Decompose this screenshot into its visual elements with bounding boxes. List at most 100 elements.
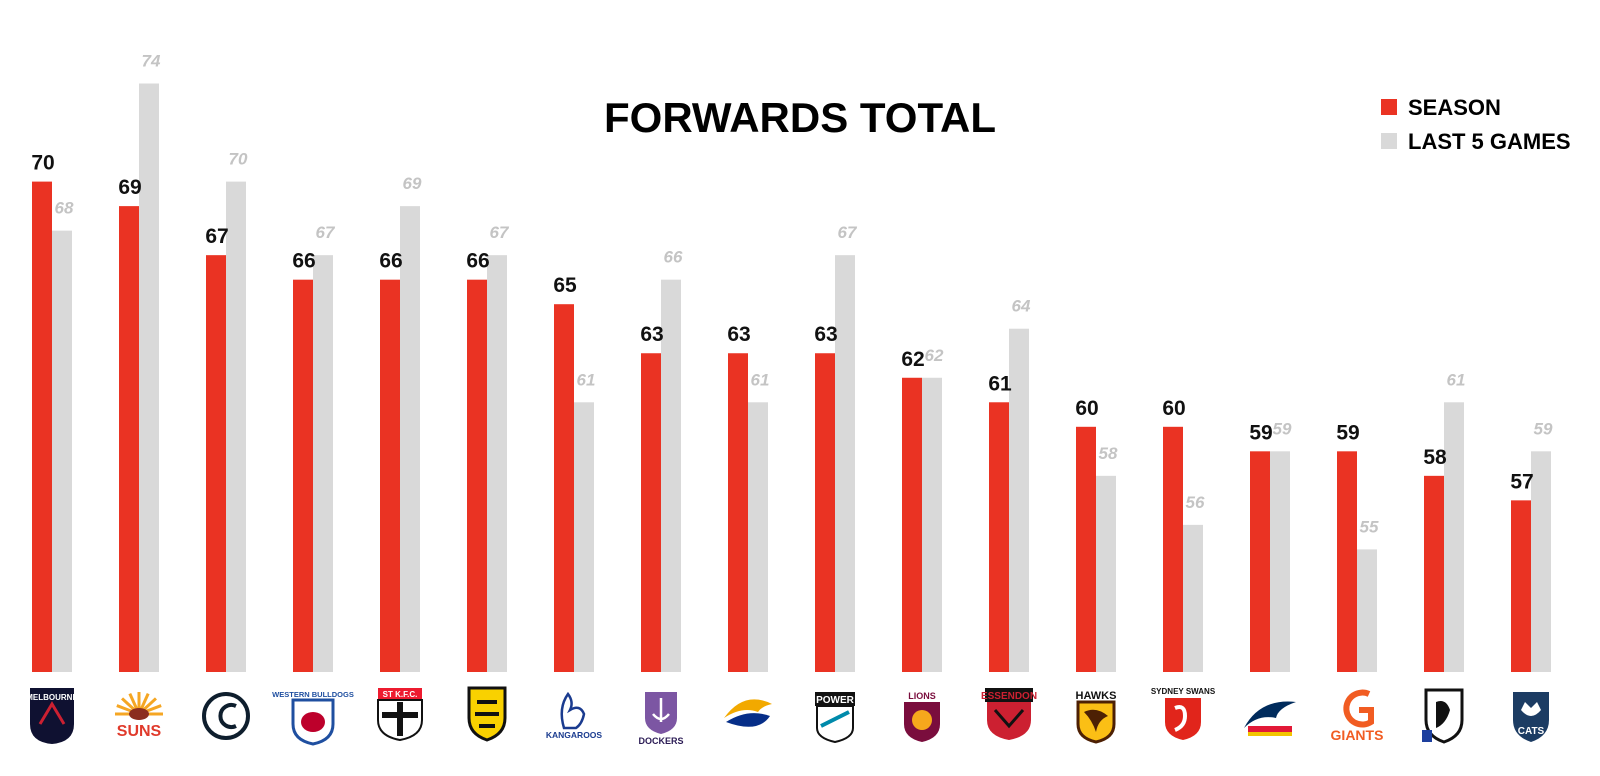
label-season-4: 66 xyxy=(379,250,402,273)
label-season-17: 57 xyxy=(1510,470,1533,493)
bar-season-11 xyxy=(989,402,1009,672)
label-season-15: 59 xyxy=(1336,421,1359,444)
logo-text-9: POWER xyxy=(816,695,855,706)
bar-season-13 xyxy=(1163,426,1183,672)
bar-season-2 xyxy=(206,255,226,672)
st-kilda-logo: ST K.F.C. xyxy=(377,688,423,742)
logo-text-12: HAWKS xyxy=(1076,690,1117,702)
bar-season-17 xyxy=(1511,500,1531,672)
bar-season-7 xyxy=(641,353,661,672)
label-last5-2: 70 xyxy=(229,150,248,169)
geelong-cats-logo: CATS xyxy=(1513,692,1549,742)
bar-last5-1 xyxy=(139,83,159,672)
label-season-0: 70 xyxy=(31,152,54,175)
melbourne-demons-logo: MELBOURNE xyxy=(26,688,78,744)
bar-last5-10 xyxy=(922,377,942,672)
label-last5-13: 56 xyxy=(1186,493,1205,512)
bar-season-6 xyxy=(554,304,574,672)
label-last5-16: 61 xyxy=(1447,370,1466,389)
logo-text-6: KANGAROOS xyxy=(546,730,603,740)
label-season-11: 61 xyxy=(988,372,1012,395)
logo-text-13: SYDNEY SWANS xyxy=(1151,687,1216,696)
bar-last5-13 xyxy=(1183,524,1203,672)
label-last5-3: 67 xyxy=(316,223,336,242)
label-season-10: 62 xyxy=(901,348,924,371)
logo-text-11: ESSENDON xyxy=(981,691,1037,702)
bar-season-4 xyxy=(380,279,400,672)
bar-season-9 xyxy=(815,353,835,672)
label-last5-17: 59 xyxy=(1534,419,1553,438)
bar-last5-6 xyxy=(574,402,594,672)
label-season-8: 63 xyxy=(727,323,750,346)
value-labels: 7068697467706667666966676561636663616367… xyxy=(31,52,1553,537)
gold-coast-suns-logo: SUNS xyxy=(115,692,163,740)
label-season-14: 59 xyxy=(1249,421,1272,444)
logo-text-1: SUNS xyxy=(117,723,162,740)
port-adelaide-power-logo: POWER xyxy=(815,692,855,744)
bar-season-5 xyxy=(467,279,487,672)
bar-last5-11 xyxy=(1009,328,1029,672)
bar-season-1 xyxy=(119,206,139,672)
richmond-tigers-logo xyxy=(467,686,507,742)
label-last5-5: 67 xyxy=(490,223,510,242)
label-last5-10: 62 xyxy=(925,346,944,365)
bar-season-15 xyxy=(1337,451,1357,672)
chart-title: FORWARDS TOTAL xyxy=(604,94,996,141)
label-last5-15: 55 xyxy=(1360,517,1379,536)
label-last5-6: 61 xyxy=(577,370,596,389)
essendon-logo: ESSENDON xyxy=(981,688,1037,740)
bar-last5-14 xyxy=(1270,451,1290,672)
bar-season-8 xyxy=(728,353,748,672)
bar-season-14 xyxy=(1250,451,1270,672)
label-season-1: 69 xyxy=(118,176,141,199)
bar-last5-0 xyxy=(52,230,72,672)
bars xyxy=(32,83,1551,672)
bar-season-10 xyxy=(902,377,922,672)
label-last5-4: 69 xyxy=(403,174,422,193)
bar-last5-12 xyxy=(1096,475,1116,672)
logo-text-4: ST K.F.C. xyxy=(383,690,418,699)
west-coast-eagles-logo xyxy=(724,699,772,727)
label-season-7: 63 xyxy=(640,323,663,346)
bar-last5-16 xyxy=(1444,402,1464,672)
bar-season-3 xyxy=(293,279,313,672)
logo-text-0: MELBOURNE xyxy=(26,693,78,702)
sydney-swans-logo: SYDNEY SWANS xyxy=(1151,687,1216,740)
fremantle-dockers-logo: DOCKERS xyxy=(638,692,684,746)
bar-last5-15 xyxy=(1357,549,1377,672)
legend-label-season: SEASON xyxy=(1408,95,1501,120)
collingwood-magpies-logo xyxy=(1422,688,1464,744)
bar-last5-4 xyxy=(400,206,420,672)
logo-text-7: DOCKERS xyxy=(638,736,683,746)
label-last5-14: 59 xyxy=(1273,419,1292,438)
label-season-2: 67 xyxy=(205,225,228,248)
label-last5-9: 67 xyxy=(838,223,858,242)
bar-season-0 xyxy=(32,181,52,672)
bar-last5-3 xyxy=(313,255,333,672)
label-last5-8: 61 xyxy=(751,370,770,389)
label-season-6: 65 xyxy=(553,274,577,297)
label-last5-7: 66 xyxy=(664,248,683,267)
bar-last5-9 xyxy=(835,255,855,672)
label-season-12: 60 xyxy=(1075,397,1098,420)
bar-last5-8 xyxy=(748,402,768,672)
team-logos: MELBOURNE SUNS WESTERN BULLDOGS ST K.F.C. KA… xyxy=(26,686,1549,746)
legend-swatch-last-5-games xyxy=(1381,133,1397,149)
north-melbourne-logo: KANGAROOS xyxy=(546,691,603,740)
legend-label-last-5-games: LAST 5 GAMES xyxy=(1408,129,1571,154)
bar-last5-2 xyxy=(226,181,246,672)
logo-text-3: WESTERN BULLDOGS xyxy=(272,690,354,699)
label-season-3: 66 xyxy=(292,250,315,273)
bar-last5-17 xyxy=(1531,451,1551,672)
label-last5-11: 64 xyxy=(1012,297,1031,316)
carlton-logo xyxy=(202,692,250,740)
brisbane-lions-logo: LIONS xyxy=(904,691,940,742)
label-season-16: 58 xyxy=(1423,446,1447,469)
logo-text-10: LIONS xyxy=(908,691,936,701)
adelaide-crows-logo xyxy=(1244,701,1296,736)
hawthorn-hawks-logo: HAWKS xyxy=(1076,690,1117,744)
label-last5-12: 58 xyxy=(1099,444,1118,463)
logo-text-15: GIANTS xyxy=(1331,727,1384,743)
label-last5-0: 68 xyxy=(55,199,74,218)
